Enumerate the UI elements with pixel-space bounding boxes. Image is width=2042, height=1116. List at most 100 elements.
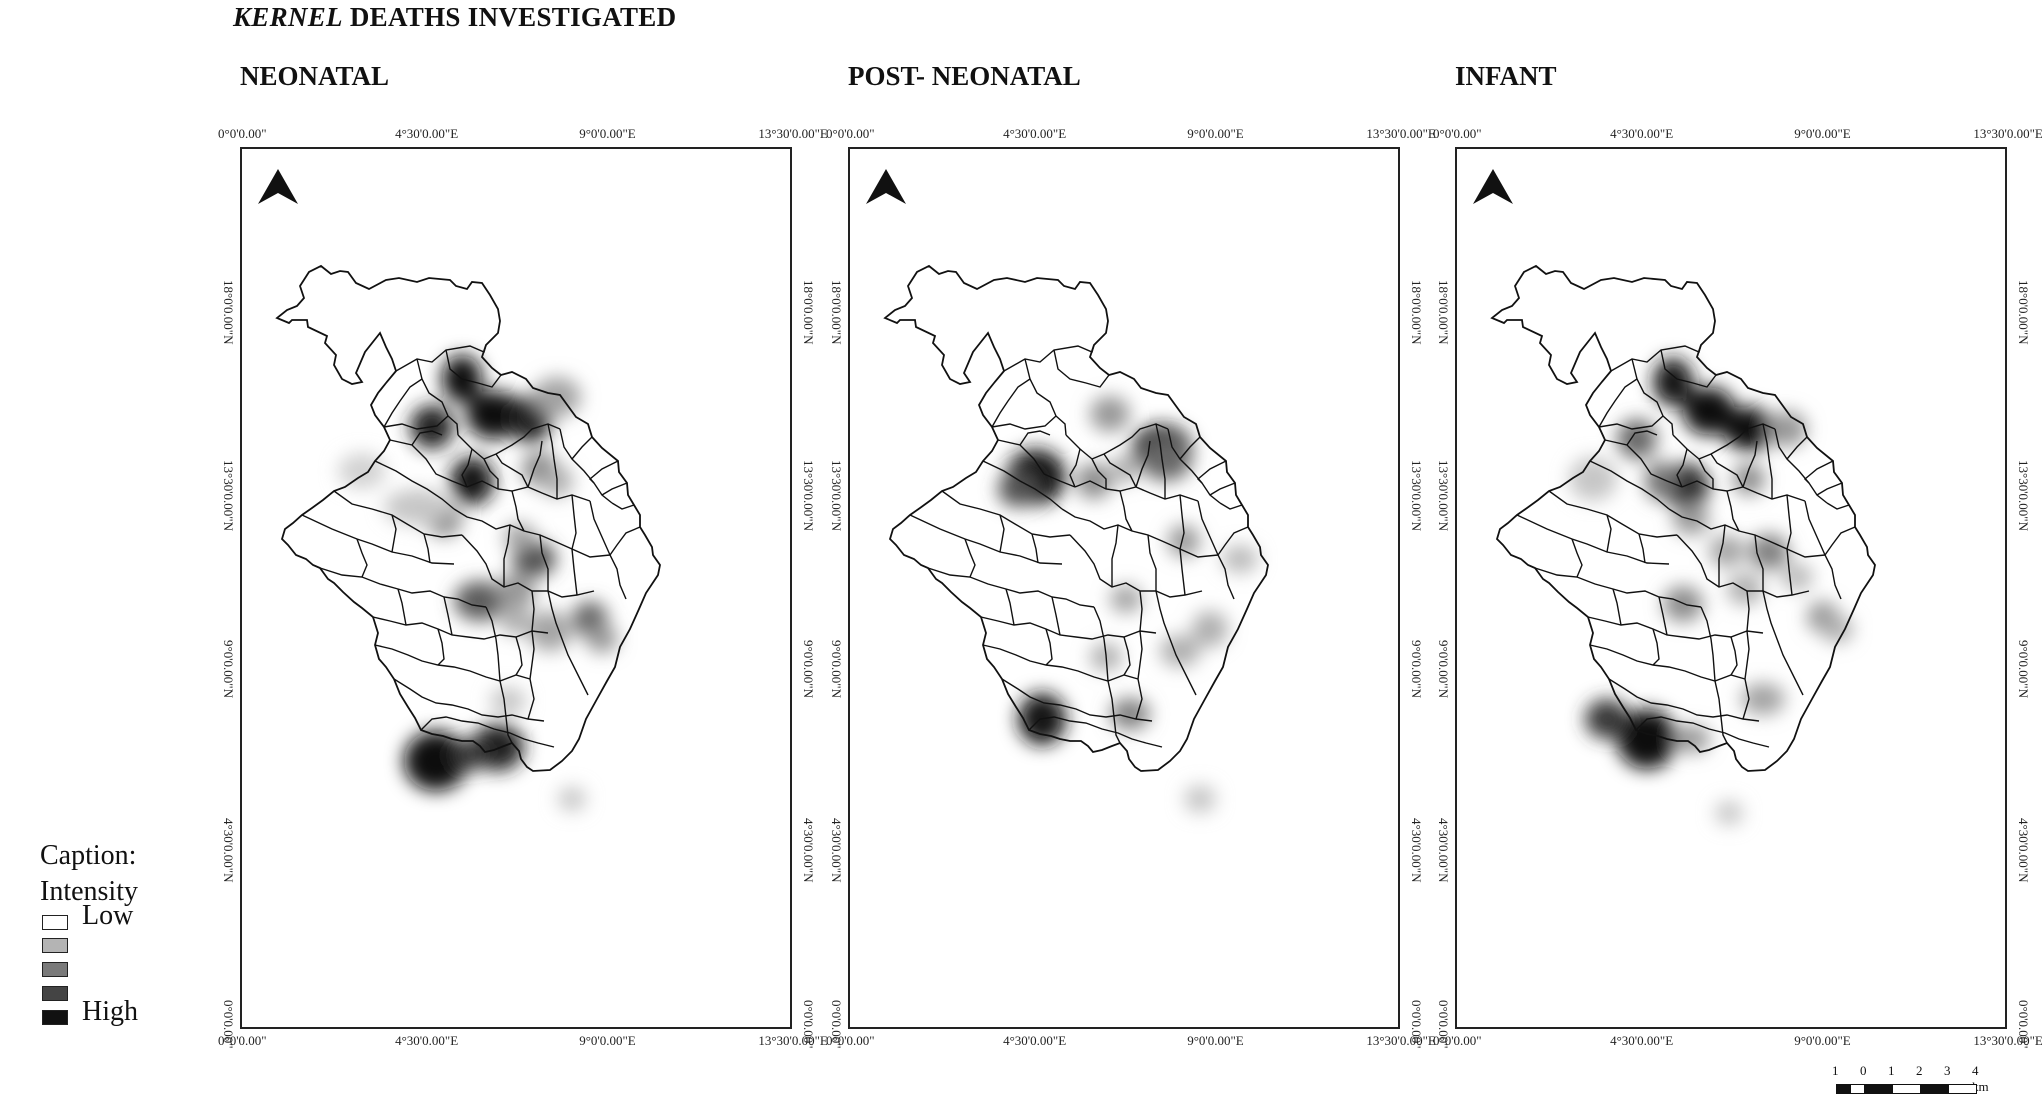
district-boundary-3-32 — [1598, 378, 1638, 428]
y-tick-right-3-4: 4°30'0.00"N — [2016, 818, 2031, 883]
y-tick-left-2-4: 4°30'0.00"N — [829, 818, 844, 883]
hotspot-2-15 — [1192, 611, 1228, 647]
district-boundary-2-17 — [1028, 716, 1163, 748]
hotspot-1-15 — [496, 573, 536, 609]
hotspot-3-11 — [1749, 534, 1789, 570]
hotspot-3-5 — [1617, 419, 1657, 459]
district-boundary-1-32 — [383, 378, 423, 428]
district-boundary-1-41 — [601, 482, 628, 496]
district-boundary-1-3 — [445, 349, 502, 388]
district-boundary-3-35 — [1710, 453, 1744, 488]
y-tick-right-1-2: 13°30'0.00"N — [801, 460, 816, 531]
hotspot-1-24 — [490, 687, 526, 715]
district-boundary-1-44 — [515, 636, 523, 676]
hotspot-2-2 — [1090, 396, 1130, 432]
district-boundary-3-28 — [1742, 590, 1750, 720]
panel-title-1: NEONATAL — [240, 61, 390, 91]
y-tick-right-2-1: 18°0'0.00"N — [1409, 280, 1424, 345]
district-boundary-1-22 — [511, 490, 525, 532]
hotspot-1-2 — [466, 391, 522, 439]
district-boundary-1-27 — [437, 628, 445, 666]
district-boundary-2-38 — [999, 514, 1005, 553]
region-outline-3 — [1490, 264, 1876, 772]
district-boundary-1-37 — [423, 533, 431, 564]
hotspot-2-6 — [1140, 437, 1192, 481]
hotspot-2-13 — [1184, 785, 1216, 813]
hotspot-3-10 — [1709, 535, 1745, 567]
x-tick-top-2-1: 0°0'0.00" — [826, 126, 875, 141]
y-tick-left-2-5: 0°0'0.00" — [829, 1000, 844, 1049]
district-boundary-1-19 — [547, 423, 558, 499]
district-boundary-1-17 — [420, 716, 555, 748]
hotspot-3-4 — [1767, 411, 1807, 447]
district-boundary-2-7 — [941, 490, 1071, 538]
y-tick-left-1-1: 18°0'0.00"N — [221, 280, 236, 345]
district-boundary-3-14 — [1587, 616, 1764, 640]
district-boundary-3-41 — [1816, 482, 1843, 496]
district-boundary-2-44 — [1123, 636, 1131, 676]
district-boundary-3-36 — [1571, 538, 1583, 578]
district-boundary-1-33 — [461, 448, 473, 488]
x-tick-bottom-3-1: 0°0'0.00" — [1433, 1033, 1482, 1048]
district-boundary-3-38 — [1606, 514, 1612, 553]
x-tick-bottom-1-1: 0°0'0.00" — [218, 1033, 267, 1048]
x-tick-bottom-1-4: 13°30'0.00"E — [758, 1033, 828, 1048]
district-boundary-1-40 — [588, 460, 619, 484]
district-boundary-3-42 — [1826, 502, 1850, 510]
hotspot-3-19 — [1585, 699, 1629, 739]
district-boundary-3-43 — [1824, 526, 1856, 556]
y-tick-right-2-2: 13°30'0.00"N — [1409, 460, 1424, 531]
district-boundary-2-30 — [1005, 588, 1015, 626]
legend-subtitle: Intensity — [40, 876, 138, 907]
hotspot-1-23 — [586, 625, 618, 653]
legend-swatch-1 — [42, 915, 68, 930]
hotspot-3-20 — [1674, 725, 1710, 753]
x-tick-top-1-2: 4°30'0.00"E — [395, 126, 459, 141]
hotspot-2-12 — [1110, 585, 1142, 613]
district-boundary-1-20 — [571, 494, 578, 596]
district-boundary-2-42 — [1219, 502, 1243, 510]
district-boundary-3-12 — [1676, 534, 1810, 598]
district-boundary-3-22 — [1726, 490, 1740, 532]
figure-title: KERNEL DEATHS INVESTIGATED — [233, 2, 676, 33]
district-boundary-2-3 — [1053, 349, 1110, 388]
y-tick-left-2-1: 18°0'0.00"N — [829, 280, 844, 345]
hotspot-1-11 — [504, 523, 536, 551]
y-tick-right-2-5: 0°0'0.00" — [1409, 1000, 1424, 1049]
y-tick-left-1-5: 0°0'0.00" — [221, 1000, 236, 1049]
district-boundary-2-26 — [1147, 534, 1197, 696]
district-boundary-2-18 — [1093, 606, 1121, 744]
district-boundary-1-25 — [503, 524, 511, 587]
y-tick-left-3-5: 0°0'0.00" — [1436, 1000, 1451, 1049]
scale-label-4: 2 — [1916, 1063, 1923, 1078]
district-boundary-3-20 — [1786, 494, 1793, 596]
district-boundary-1-9 — [457, 423, 561, 460]
hotspot-2-14 — [1222, 545, 1258, 573]
y-tick-left-2-2: 13°30'0.00"N — [829, 460, 844, 531]
y-tick-right-3-1: 18°0'0.00"N — [2016, 280, 2031, 345]
legend-high-label: High — [82, 996, 138, 1027]
hotspot-1-21 — [452, 739, 488, 771]
district-boundary-2-29 — [1051, 596, 1061, 636]
y-tick-right-1-1: 18°0'0.00"N — [801, 280, 816, 345]
district-boundary-3-29 — [1658, 596, 1668, 636]
density-hotspots-2 — [998, 396, 1258, 813]
district-boundary-3-34 — [1698, 458, 1714, 489]
district-boundary-1-34 — [483, 458, 499, 489]
district-boundary-3-37 — [1638, 533, 1646, 564]
district-boundary-2-31 — [1019, 430, 1051, 446]
district-boundary-3-17 — [1635, 716, 1770, 748]
district-boundary-3-26 — [1754, 534, 1804, 696]
hotspot-2-9 — [1160, 635, 1200, 667]
district-boundary-3-5 — [1604, 439, 1683, 488]
scale-label-3: 1 — [1888, 1063, 1895, 1078]
title-rest: DEATHS INVESTIGATED — [342, 2, 677, 32]
district-boundary-1-7 — [333, 490, 463, 538]
district-boundary-1-28 — [527, 590, 535, 720]
district-boundary-2-15 — [982, 644, 1139, 682]
district-boundary-2-33 — [1069, 448, 1081, 488]
district-boundary-2-39 — [1179, 436, 1201, 460]
x-tick-bottom-2-3: 9°0'0.00"E — [1187, 1033, 1244, 1048]
district-boundary-3-7 — [1548, 490, 1678, 538]
district-boundary-1-43 — [609, 526, 641, 556]
